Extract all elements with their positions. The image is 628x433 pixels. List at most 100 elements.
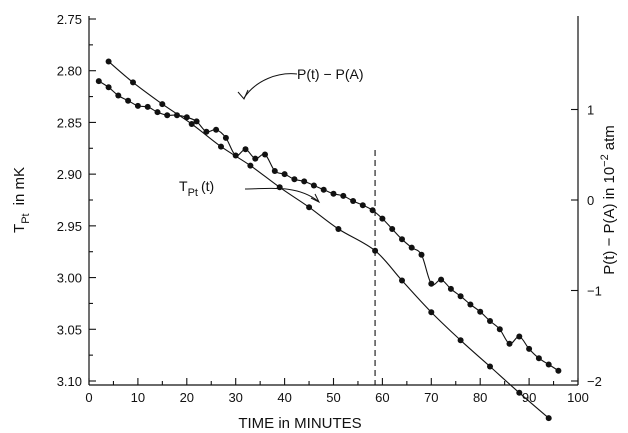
data-point-series-0 xyxy=(516,389,523,396)
x-tick-label: 100 xyxy=(567,390,589,405)
data-point-series-1 xyxy=(477,308,484,315)
data-point-series-1 xyxy=(232,152,239,159)
data-point-series-1 xyxy=(516,333,523,340)
data-point-series-0 xyxy=(105,58,112,65)
y-left-tick-label: 3.10 xyxy=(57,374,82,389)
y-left-tick-label: 2.95 xyxy=(57,219,82,234)
data-point-series-1 xyxy=(144,103,151,110)
data-point-series-1 xyxy=(154,109,161,116)
tick-labels: 0 10 20 30 40 50 60 70 80 90 1002.752.802.852.902.… xyxy=(57,12,602,405)
data-point-series-1 xyxy=(134,102,141,109)
y-left-tick-label: 3.00 xyxy=(57,271,82,286)
data-point-series-0 xyxy=(428,309,435,316)
data-point-series-1 xyxy=(526,345,533,352)
data-point-series-1 xyxy=(174,112,180,119)
data-point-series-1 xyxy=(164,112,171,119)
data-point-series-1 xyxy=(457,293,464,300)
data-points xyxy=(95,58,562,422)
x-tick-label: 40 xyxy=(277,390,291,405)
x-tick-label: 70 xyxy=(424,390,438,405)
data-point-series-0 xyxy=(457,337,464,344)
data-point-series-1 xyxy=(252,155,259,162)
data-point-series-0 xyxy=(487,363,493,370)
data-point-series-1 xyxy=(340,192,347,199)
data-point-series-0 xyxy=(276,184,283,191)
data-point-series-0 xyxy=(247,162,254,169)
series-label-pressure-arrow xyxy=(243,73,298,99)
x-tick-label: 0 xyxy=(85,390,92,405)
y-axis-left-label: TPt in mK xyxy=(11,167,32,233)
data-point-series-1 xyxy=(320,186,327,193)
data-point-series-1 xyxy=(281,171,288,178)
data-point-series-1 xyxy=(203,128,210,135)
series-label-temperature: TPt (t) xyxy=(179,178,214,199)
data-point-series-1 xyxy=(95,78,102,85)
x-tick-label: 60 xyxy=(375,390,389,405)
data-point-series-0 xyxy=(372,247,379,254)
x-tick-label: 90 xyxy=(522,390,536,405)
data-point-series-1 xyxy=(408,244,415,251)
y-right-label-sup: −2 xyxy=(599,154,611,167)
y-left-label-sub: Pt xyxy=(20,213,32,223)
fit-curve-series-1 xyxy=(98,80,559,372)
data-point-series-1 xyxy=(487,318,493,324)
data-point-series-1 xyxy=(291,176,298,183)
data-point-series-1 xyxy=(262,151,268,158)
ticks xyxy=(88,18,579,385)
y-left-tick-label: 3.05 xyxy=(57,322,82,337)
data-point-series-1 xyxy=(535,355,542,362)
series-label-temperature-arrow xyxy=(244,187,319,202)
data-point-series-1 xyxy=(115,92,122,99)
x-tick-label: 20 xyxy=(180,390,194,405)
y-right-tick-label: 1 xyxy=(587,103,594,118)
y-right-label-pre: P(t) − P(A) in 10 xyxy=(601,167,618,275)
data-point-series-1 xyxy=(301,178,308,185)
data-point-series-1 xyxy=(399,236,405,243)
y-left-label-main: T xyxy=(11,224,28,233)
data-point-series-1 xyxy=(545,361,552,368)
data-point-series-0 xyxy=(218,143,224,150)
x-tick-label: 10 xyxy=(131,390,145,405)
x-axis-label: TIME in MINUTES xyxy=(238,415,361,432)
y-left-tick-label: 2.80 xyxy=(57,64,82,79)
y-left-label-rest: in mK xyxy=(11,167,28,205)
data-point-series-1 xyxy=(379,215,386,222)
y-right-tick-label: −1 xyxy=(587,284,602,299)
data-point-series-1 xyxy=(369,207,376,214)
data-point-series-1 xyxy=(310,182,317,189)
y-right-tick-label: 0 xyxy=(587,193,594,208)
data-point-series-1 xyxy=(447,285,454,292)
y-axis-right-label: P(t) − P(A) in 10−2 atm xyxy=(599,125,618,275)
data-point-series-1 xyxy=(418,251,425,258)
data-point-series-0 xyxy=(399,277,405,284)
data-point-series-1 xyxy=(330,190,337,197)
x-tick-label: 80 xyxy=(473,390,487,405)
data-point-series-1 xyxy=(438,276,445,283)
x-tick-label: 30 xyxy=(228,390,242,405)
y-left-tick-label: 2.85 xyxy=(57,115,82,130)
y-left-tick-label: 2.90 xyxy=(57,167,82,182)
data-point-series-1 xyxy=(555,367,562,374)
data-point-series-1 xyxy=(193,118,200,125)
data-point-series-0 xyxy=(545,415,552,422)
data-point-series-1 xyxy=(506,340,513,347)
series-label-temperature-arrowhead xyxy=(310,193,321,204)
data-point-series-1 xyxy=(242,146,249,153)
y-left-tick-label: 2.75 xyxy=(57,12,82,27)
series-label-temperature-sub: Pt xyxy=(188,187,198,199)
data-point-series-1 xyxy=(389,226,396,232)
data-point-series-1 xyxy=(105,84,112,91)
x-tick-label: 50 xyxy=(326,390,340,405)
data-point-series-1 xyxy=(359,202,366,209)
y-right-label-post: atm xyxy=(601,125,618,150)
series-label-temperature-rest: (t) xyxy=(201,178,214,194)
series-label-pressure: P(t) − P(A) xyxy=(297,66,364,82)
data-point-series-0 xyxy=(130,79,136,86)
data-point-series-0 xyxy=(188,121,195,127)
data-point-series-1 xyxy=(467,301,474,308)
data-point-series-0 xyxy=(306,204,313,211)
data-point-series-1 xyxy=(496,326,503,333)
series-label-temperature-main: T xyxy=(179,178,188,194)
data-point-series-1 xyxy=(271,168,278,174)
